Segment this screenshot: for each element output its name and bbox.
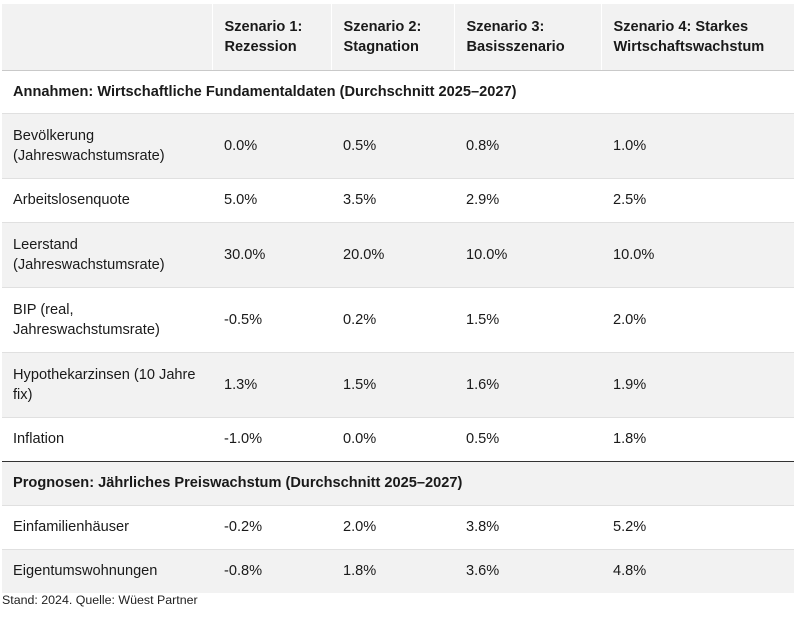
cell-value: 3.5% [331,177,454,222]
cell-value: 1.9% [601,351,794,417]
cell-value: 1.3% [212,351,331,417]
cell-value: 1.0% [601,112,794,178]
header-scenario-2: Szenario 2: Stagnation [330,4,454,71]
cell-value: 0.2% [331,286,454,352]
row-label: Arbeitslosenquote [2,177,212,222]
cell-value: 2.0% [601,286,794,352]
scenario-table: Szenario 1: Rezession Szenario 2: Stagna… [2,4,794,593]
cell-value: 0.5% [331,112,454,178]
cell-value: 10.0% [601,221,794,287]
cell-value: 1.8% [601,416,794,461]
cell-value: 5.0% [212,177,331,222]
cell-value: 0.0% [331,416,454,461]
table-row: Eigentumswohnungen -0.8% 1.8% 3.6% 4.8% [2,548,794,593]
cell-value: 1.8% [331,548,454,593]
cell-value: 5.2% [601,504,794,549]
cell-value: -0.2% [212,504,331,549]
header-empty-cell [2,4,212,71]
cell-value: -0.8% [212,548,331,593]
cell-value: 2.5% [601,177,794,222]
cell-value: 0.8% [454,112,601,178]
table-header-row: Szenario 1: Rezession Szenario 2: Stagna… [2,4,794,71]
cell-value: 3.8% [454,504,601,549]
table-row: Leerstand (Jahreswachstumsrate) 30.0% 20… [2,221,794,287]
row-label: Hypothekarzinsen (10 Jahre fix) [2,351,212,417]
header-scenario-3: Szenario 3: Basisszenario [453,4,601,71]
row-label: Einfamilienhäuser [2,504,212,549]
section-title: Annahmen: Wirtschaftliche Fundamentaldat… [13,83,517,100]
row-label: Leerstand (Jahreswachstumsrate) [2,221,212,287]
cell-value: 0.5% [454,416,601,461]
table-row: BIP (real, Jahreswachstumsrate) -0.5% 0.… [2,286,794,352]
header-scenario-1: Szenario 1: Rezession [211,4,331,71]
cell-value: 3.6% [454,548,601,593]
cell-value: 2.9% [454,177,601,222]
table-row: Inflation -1.0% 0.0% 0.5% 1.8% [2,416,794,461]
cell-value: 20.0% [331,221,454,287]
cell-value: 1.6% [454,351,601,417]
section-title: Prognosen: Jährliches Preiswachstum (Dur… [13,475,463,491]
row-label: Inflation [2,416,212,461]
cell-value: -1.0% [212,416,331,461]
cell-value: -0.5% [212,286,331,352]
row-label: Bevölkerung (Jahreswachstumsrate) [2,112,212,178]
cell-value: 0.0% [212,112,331,178]
table-row: Einfamilienhäuser -0.2% 2.0% 3.8% 5.2% [2,504,794,549]
table-row: Arbeitslosenquote 5.0% 3.5% 2.9% 2.5% [2,177,794,222]
table-row: Bevölkerung (Jahreswachstumsrate) 0.0% 0… [2,112,794,178]
table-row: Hypothekarzinsen (10 Jahre fix) 1.3% 1.5… [2,351,794,417]
cell-value: 1.5% [331,351,454,417]
section-header-assumptions: Annahmen: Wirtschaftliche Fundamentaldat… [2,70,794,113]
row-label: BIP (real, Jahreswachstumsrate) [2,286,212,352]
cell-value: 4.8% [601,548,794,593]
row-label: Eigentumswohnungen [2,548,212,593]
cell-value: 2.0% [331,504,454,549]
cell-value: 30.0% [212,221,331,287]
cell-value: 10.0% [454,221,601,287]
cell-value: 1.5% [454,286,601,352]
section-header-forecasts: Prognosen: Jährliches Preiswachstum (Dur… [2,461,794,505]
source-footnote: Stand: 2024. Quelle: Wüest Partner [2,593,198,607]
header-scenario-4: Szenario 4: Starkes Wirtschaftswachstum [600,4,794,71]
